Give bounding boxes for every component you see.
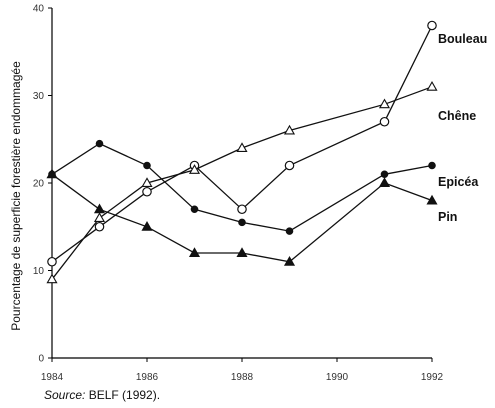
- data-point: [380, 170, 389, 179]
- y-tick-label: 40: [33, 4, 45, 15]
- data-point: [141, 177, 153, 187]
- data-point: [238, 218, 246, 227]
- x-tick-label: 1988: [231, 372, 254, 383]
- data-point: [46, 273, 58, 284]
- data-point: [47, 256, 57, 267]
- data-point: [93, 212, 106, 222]
- data-point: [283, 256, 296, 266]
- data-point: [285, 227, 294, 235]
- data-point: [378, 177, 391, 187]
- data-point: [142, 186, 152, 197]
- y-tick-label: 0: [38, 354, 44, 365]
- data-point: [236, 247, 248, 258]
- y-axis-ticks: 0 10 20 30 40: [33, 4, 52, 365]
- x-tick-label: 1984: [41, 372, 64, 383]
- y-tick-label: 20: [33, 179, 45, 190]
- data-point: [284, 160, 295, 171]
- data-point: [188, 247, 201, 258]
- source-note: Source: BELF (1992).: [44, 388, 160, 402]
- data-point: [237, 204, 247, 215]
- data-point: [141, 221, 153, 231]
- data-point: [95, 139, 104, 148]
- x-tick-label: 1986: [136, 372, 159, 383]
- data-point: [188, 164, 201, 174]
- data-point: [379, 116, 390, 127]
- data-point: [428, 161, 436, 170]
- chart-axes: [51, 8, 432, 359]
- y-tick-label: 10: [33, 266, 45, 277]
- series-label-bouleau: Bouleau: [438, 32, 487, 46]
- data-point: [190, 205, 199, 214]
- y-tick-label: 30: [33, 91, 45, 102]
- y-axis-label: Pourcentage de superficie forestière end…: [9, 61, 23, 331]
- series-line-bouleau: [51, 25, 433, 263]
- series-line-pin: [51, 173, 433, 263]
- x-tick-label: 1992: [421, 372, 444, 383]
- series-line-epicéa: [51, 142, 433, 232]
- source-label: Source:: [44, 388, 86, 402]
- x-tick-label: 1990: [326, 372, 349, 383]
- data-point: [46, 168, 58, 179]
- data-point: [426, 194, 438, 205]
- series-label-chêne: Chêne: [438, 109, 476, 123]
- data-point: [143, 161, 151, 170]
- data-point: [94, 221, 105, 232]
- series-label-pin: Pin: [438, 210, 457, 224]
- data-point: [427, 20, 437, 31]
- data-point: [426, 81, 438, 91]
- x-axis-ticks: 1984 1986 1988 1990 1992: [41, 358, 444, 383]
- series-label-epicéa: Epicéa: [438, 175, 479, 189]
- data-point: [378, 98, 391, 109]
- series-markers: [46, 20, 438, 284]
- data-point: [236, 142, 248, 152]
- series-labels: Bouleau Chêne Epicéa Pin: [438, 32, 487, 224]
- data-point: [283, 124, 296, 135]
- data-point: [93, 203, 106, 214]
- series-lines: [51, 25, 433, 280]
- source-text: BELF (1992).: [85, 388, 161, 402]
